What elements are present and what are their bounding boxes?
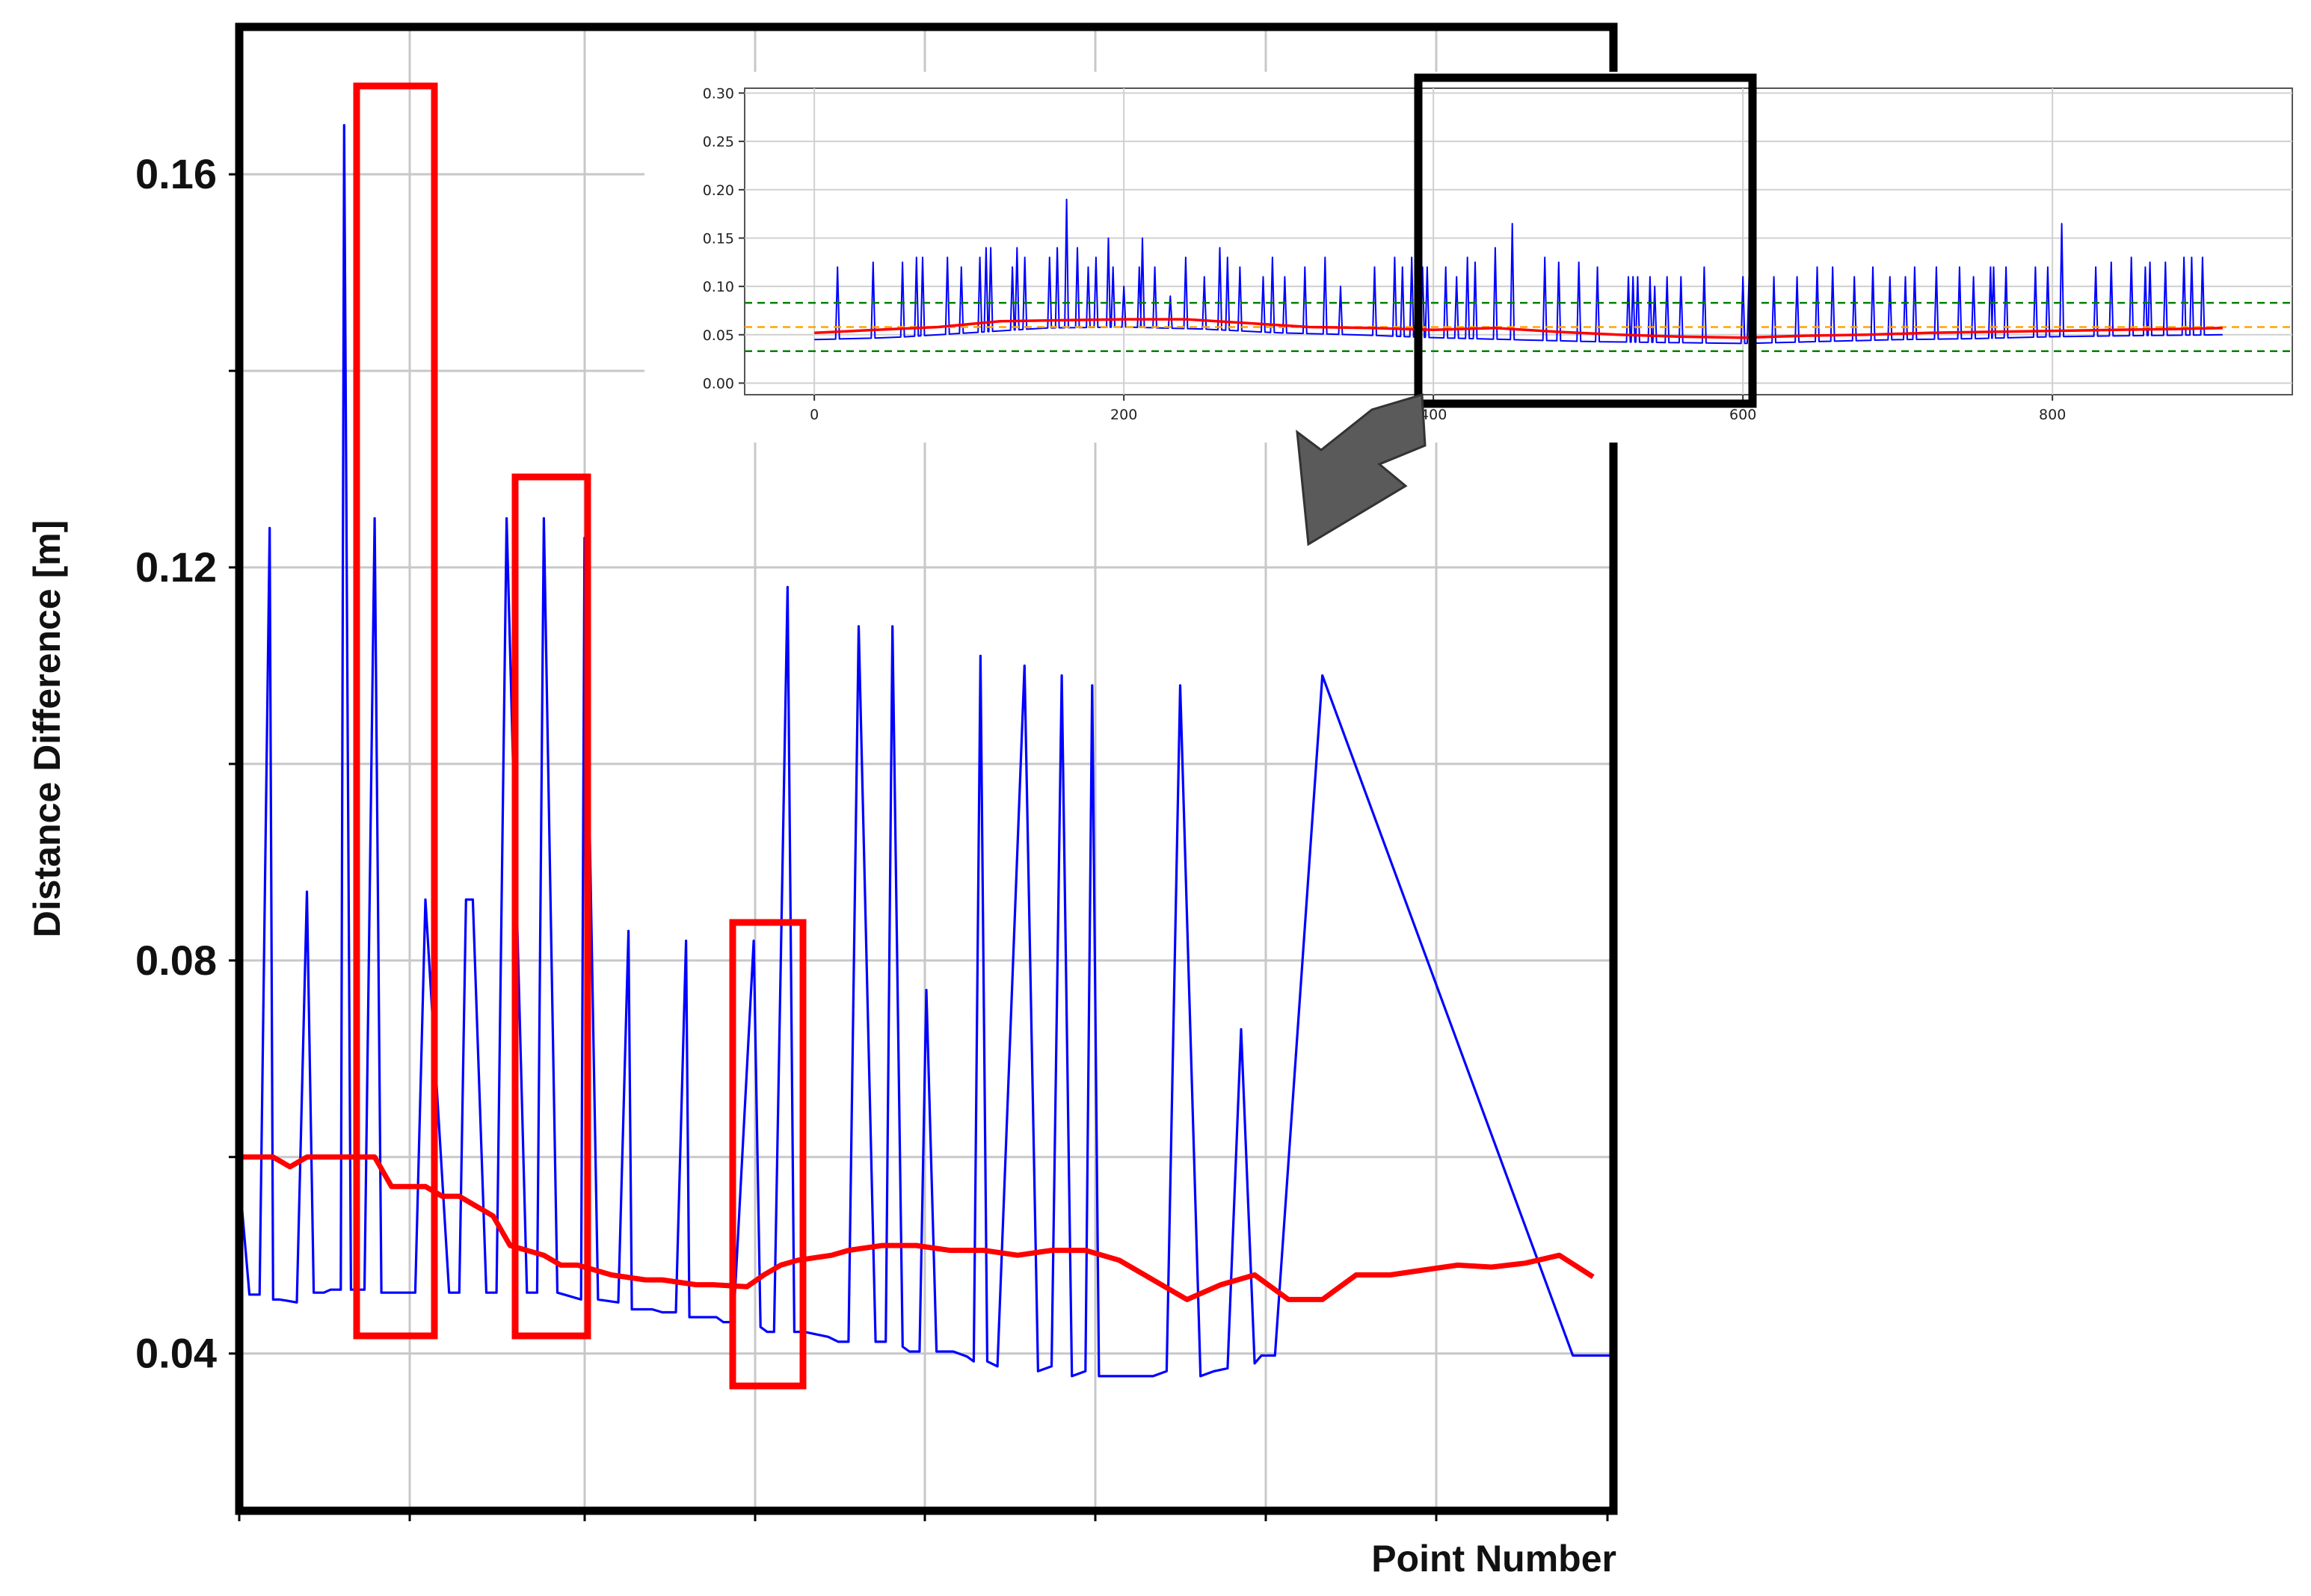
inset-y-tick-label: 0.00 <box>703 375 734 392</box>
main-x-tick-marks <box>238 1511 1609 1521</box>
inset-y-tick-label: 0.25 <box>703 134 734 150</box>
inset-x-tick-label: 800 <box>2039 407 2066 423</box>
main-x-axis-title: Point Number <box>1371 1538 1616 1580</box>
inset-y-tick-labels: 0.00 0.05 0.10 0.15 0.20 0.25 0.30 <box>703 85 745 392</box>
inset-y-tick-label: 0.05 <box>703 327 734 344</box>
inset-y-tick-label: 0.20 <box>703 182 734 199</box>
inset-x-tick-label: 200 <box>1110 407 1137 423</box>
main-y-tick-label: 0.04 <box>135 1330 217 1377</box>
inset-full-chart: 0.00 0.05 0.10 0.15 0.20 0.25 0.30 0 200 400 600 8… <box>644 72 2311 443</box>
inset-plot-frame <box>744 87 2293 395</box>
main-y-tick-labels: 0.04 0.08 0.12 0.16 <box>135 150 239 1377</box>
main-y-axis-title: Distance Difference [m] <box>26 520 68 938</box>
highlight-box-2 <box>511 473 591 1340</box>
inset-y-tick-label: 0.15 <box>703 230 734 247</box>
zoom-arrow <box>1296 393 1427 546</box>
main-blue-series <box>238 123 1613 1378</box>
inset-x-tick-label: 0 <box>810 407 819 423</box>
main-y-tick-label: 0.12 <box>135 543 217 591</box>
zoom-region-box <box>1414 73 1757 408</box>
main-y-tick-label: 0.08 <box>135 937 217 984</box>
inset-red-series <box>814 318 2223 339</box>
annotations <box>353 73 1757 1390</box>
main-series-lines <box>238 123 1613 1378</box>
inset-y-tick-label: 0.10 <box>703 279 734 295</box>
inset-blue-series <box>814 198 2223 345</box>
inset-gridlines <box>745 88 2292 395</box>
inset-series-lines <box>745 198 2292 353</box>
inset-x-tick-label: 600 <box>1729 407 1756 423</box>
main-red-series <box>239 1154 1595 1302</box>
highlight-box-1 <box>353 82 438 1340</box>
inset-y-tick-label: 0.30 <box>703 85 734 102</box>
inset-x-tick-label: 400 <box>1420 407 1447 423</box>
inset-x-tick-labels: 0 200 400 600 800 <box>810 395 2066 423</box>
main-plot-frame <box>235 22 1618 1515</box>
main-y-tick-label: 0.16 <box>135 150 217 197</box>
highlight-box-3 <box>729 919 807 1390</box>
